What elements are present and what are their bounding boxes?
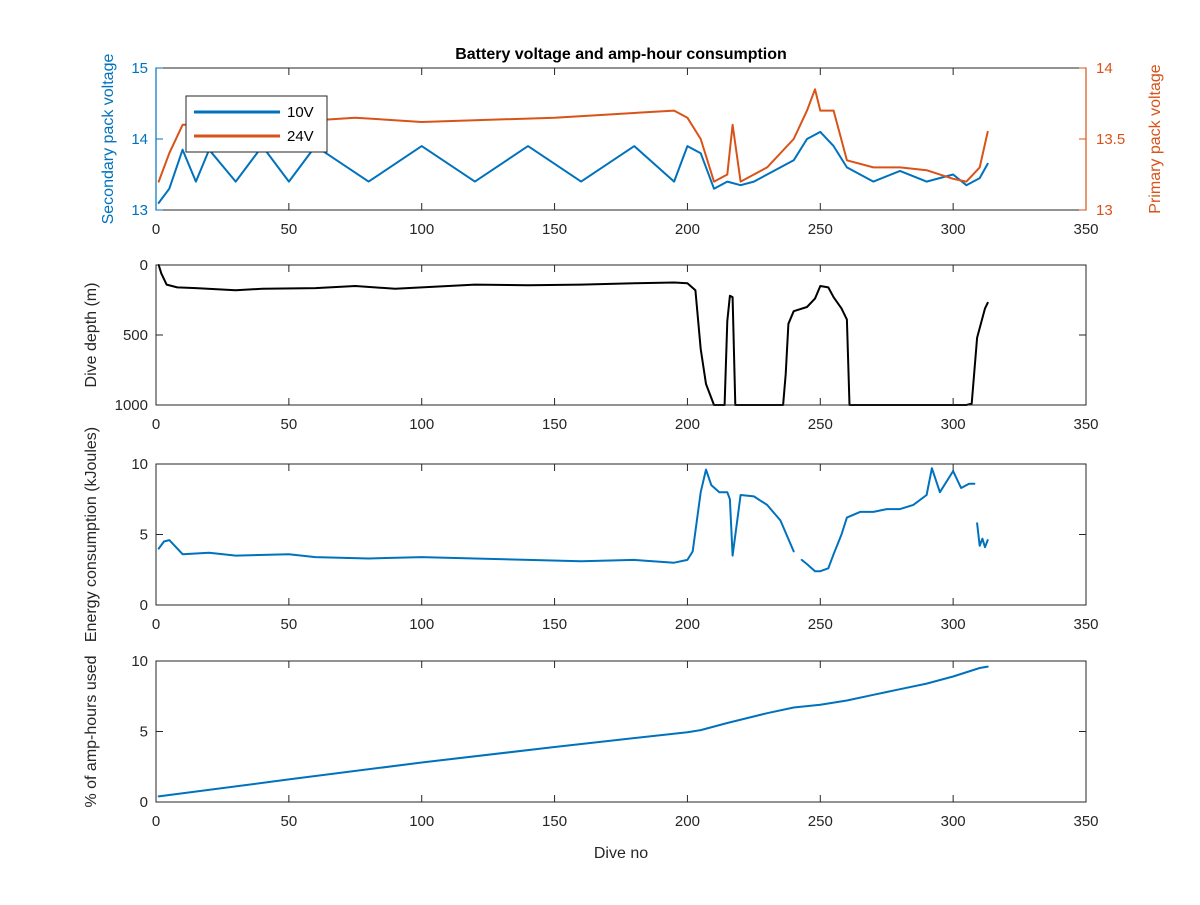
x-tick-label: 250 xyxy=(808,416,833,433)
y-tick-label: 10 xyxy=(131,653,148,670)
y-axis-label: Energy consumption (kJoules) xyxy=(83,427,100,642)
series-line-panel2 xyxy=(157,264,989,406)
panel-1 xyxy=(155,67,1087,211)
x-tick-label: 50 xyxy=(281,813,298,830)
x-tick-label: 50 xyxy=(281,416,298,433)
y-tick-label: 15 xyxy=(131,60,148,77)
x-tick-label: 300 xyxy=(941,416,966,433)
axes-box-3 xyxy=(155,463,1087,606)
x-tick-label: 350 xyxy=(1073,813,1098,830)
x-axis-label: Dive no xyxy=(594,845,648,862)
y-tick-label: 5 xyxy=(140,724,148,741)
x-tick-label: 150 xyxy=(542,813,567,830)
y-tick-label: 5 xyxy=(140,527,148,544)
axes-box-4 xyxy=(155,660,1087,803)
x-tick-label: 200 xyxy=(675,221,700,238)
chart-title: Battery voltage and amp-hour consumption xyxy=(455,46,787,63)
x-tick-label: 100 xyxy=(409,416,434,433)
y-tick-label: 0 xyxy=(140,794,148,811)
legend-label-10v: 10V xyxy=(287,104,314,121)
x-tick-label: 0 xyxy=(152,616,160,633)
x-tick-label: 0 xyxy=(152,221,160,238)
x-tick-label: 150 xyxy=(542,221,567,238)
x-tick-label: 150 xyxy=(542,416,567,433)
panel-2 xyxy=(155,264,1087,406)
y-tick-label: 14 xyxy=(131,131,148,148)
y-right-tick-label: 13 xyxy=(1096,202,1113,219)
x-tick-label: 350 xyxy=(1073,221,1098,238)
x-tick-label: 50 xyxy=(281,616,298,633)
axes-box-2 xyxy=(155,264,1087,406)
x-tick-label: 100 xyxy=(409,813,434,830)
y-axis-label: % of amp-hours used xyxy=(83,655,100,807)
series-line-panel4 xyxy=(157,665,989,798)
x-tick-label: 200 xyxy=(675,416,700,433)
series-line-panel3-seg1 xyxy=(157,468,795,564)
series-line-24v xyxy=(157,88,989,183)
y-tick-label: 1000 xyxy=(115,397,148,414)
x-tick-label: 200 xyxy=(675,813,700,830)
x-tick-label: 150 xyxy=(542,616,567,633)
x-tick-label: 200 xyxy=(675,616,700,633)
x-tick-label: 250 xyxy=(808,813,833,830)
x-tick-label: 300 xyxy=(941,616,966,633)
legend-box xyxy=(185,95,328,153)
y-tick-label: 500 xyxy=(123,327,148,344)
legend xyxy=(185,95,328,153)
y-tick-label: 0 xyxy=(140,257,148,274)
panel-4 xyxy=(155,660,1087,803)
y-axis-label-right: Primary pack voltage xyxy=(1147,64,1164,213)
x-tick-label: 100 xyxy=(409,616,434,633)
series-line-panel3-seg2 xyxy=(800,467,976,573)
x-tick-label: 350 xyxy=(1073,616,1098,633)
x-tick-label: 0 xyxy=(152,416,160,433)
x-tick-label: 100 xyxy=(409,221,434,238)
x-tick-label: 300 xyxy=(941,813,966,830)
y-tick-label: 13 xyxy=(131,202,148,219)
panel-3 xyxy=(155,463,1087,606)
x-tick-label: 250 xyxy=(808,616,833,633)
y-axis-label: Dive depth (m) xyxy=(83,283,100,388)
x-tick-label: 0 xyxy=(152,813,160,830)
x-tick-label: 50 xyxy=(281,221,298,238)
y-right-tick-label: 14 xyxy=(1096,60,1113,77)
y-right-tick-label: 13.5 xyxy=(1096,131,1125,148)
x-tick-label: 250 xyxy=(808,221,833,238)
legend-label-24v: 24V xyxy=(287,128,314,145)
series-line-panel3-seg3 xyxy=(976,522,989,549)
y-tick-label: 10 xyxy=(131,456,148,473)
y-tick-label: 0 xyxy=(140,597,148,614)
y-axis-label: Secondary pack voltage xyxy=(100,54,117,225)
x-tick-label: 350 xyxy=(1073,416,1098,433)
x-tick-label: 300 xyxy=(941,221,966,238)
